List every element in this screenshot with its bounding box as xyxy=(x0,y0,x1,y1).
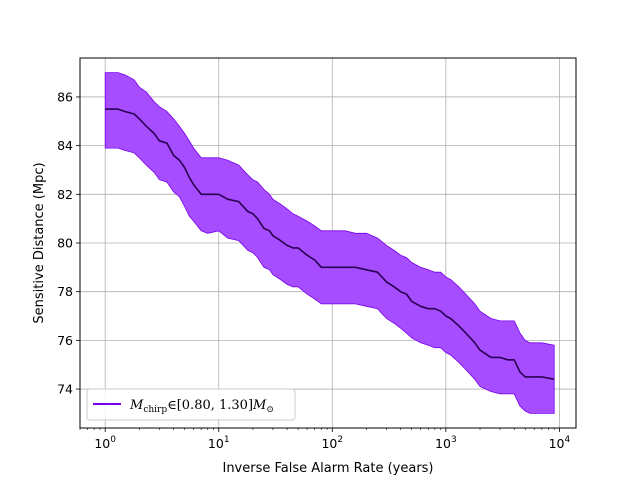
x-tick-label: 101 xyxy=(208,435,230,451)
y-tick-label: 84 xyxy=(57,138,73,153)
x-tick-label: 102 xyxy=(321,435,343,451)
legend-entry-label: Mchirp∈[0.80, 1.30]M⊙ xyxy=(129,398,274,415)
x-tick-label: 104 xyxy=(549,435,571,451)
series-line xyxy=(105,108,555,381)
x-tick-label: 100 xyxy=(94,435,116,451)
x-tick-label: 103 xyxy=(435,435,457,451)
legend: Mchirp∈[0.80, 1.30]M⊙ xyxy=(86,388,296,421)
y-axis: 74 76 78 80 82 84 86 xyxy=(57,89,80,397)
y-tick-label: 86 xyxy=(57,89,73,104)
x-axis-label: Inverse False Alarm Rate (years) xyxy=(222,461,433,476)
confidence-band xyxy=(104,72,555,414)
y-tick-label: 74 xyxy=(57,382,73,397)
y-tick-label: 82 xyxy=(57,187,73,202)
series-band xyxy=(104,72,555,414)
y-tick-label: 78 xyxy=(57,284,73,299)
legend-frame xyxy=(86,388,296,421)
y-axis-label: Sensitive Distance (Mpc) xyxy=(32,162,47,323)
y-tick-label: 80 xyxy=(57,236,73,251)
x-axis: 100 101 102 103 104 xyxy=(79,428,571,451)
y-tick-label: 76 xyxy=(57,333,73,348)
series-lines xyxy=(105,108,555,381)
